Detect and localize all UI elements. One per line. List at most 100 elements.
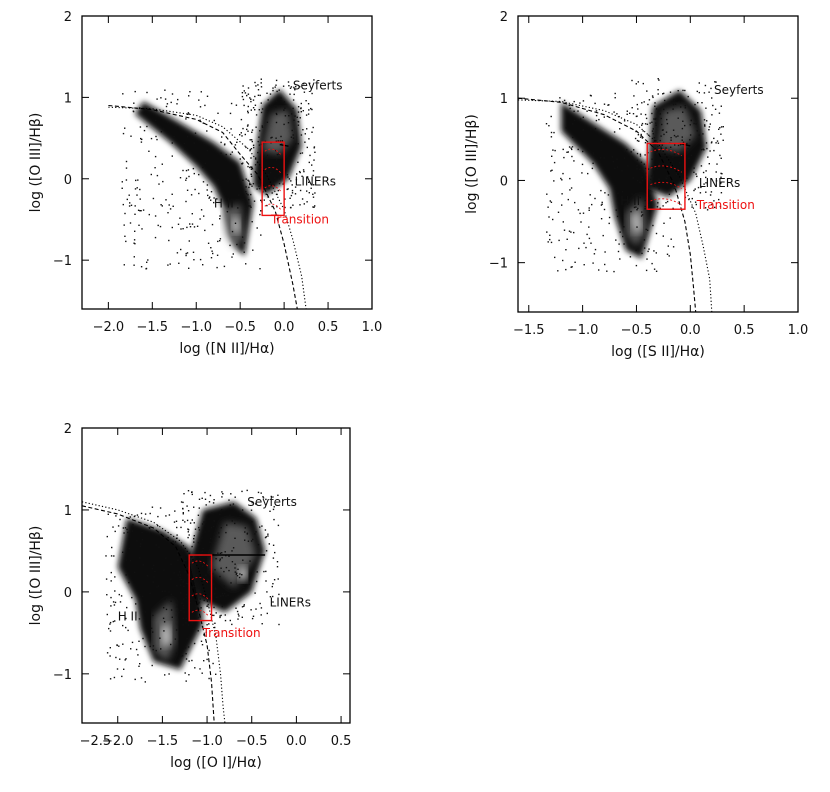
scatter-point [188,113,190,115]
scatter-point [193,535,195,537]
scatter-point [241,163,243,165]
scatter-point [237,207,239,209]
scatter-point [263,199,265,201]
scatter-point [260,614,262,616]
x-tick-label: −0.5 [224,320,256,335]
scatter-point [651,206,653,209]
scatter-point [708,91,710,93]
scatter-point [260,607,263,609]
scatter-point [697,102,699,104]
scatter-point [234,496,236,498]
scatter-point [645,172,647,174]
scatter-point [666,118,668,121]
scatter-point [165,557,167,559]
scatter-point [186,189,189,191]
scatter-point [182,581,184,583]
scatter-point [303,83,305,85]
scatter-point [681,127,684,130]
scatter-point [259,94,261,97]
scatter-point [646,123,649,125]
scatter-point [635,264,638,267]
scatter-point [709,123,711,125]
scatter-point [106,613,108,616]
scatter-point [261,623,263,625]
scatter-point [275,140,277,142]
scatter-point [314,205,316,207]
scatter-point [196,573,198,576]
scatter-point [226,211,229,213]
scatter-point [652,184,654,187]
scatter-point [184,571,186,573]
scatter-point [297,143,299,145]
scatter-point [659,207,661,209]
x-ticks: −2.0 −1.5 −1.0 −0.5 0.0 0.5−2.5 [80,428,351,749]
scatter-point [208,530,210,532]
scatter-point [179,592,182,594]
scatter-point [112,601,115,603]
scatter-point [194,132,197,134]
scatter-point [313,146,316,148]
scatter-point [260,210,262,212]
scatter-point [260,78,262,80]
scatter-point [212,573,214,575]
transition-contour [191,560,210,568]
scatter-point [152,564,155,567]
scatter-point [303,203,305,205]
scatter-point [651,121,653,123]
scatter-point [122,624,124,627]
scatter-point [275,112,278,115]
scatter-point [651,262,653,265]
scatter-point [193,506,195,508]
x-axis-label: log ([O I]/Hα) [170,755,262,771]
scatter-point [241,616,243,618]
scatter-point [561,193,563,195]
scatter-point [297,106,300,108]
scatter-point [594,248,597,251]
scatter-point [247,130,249,132]
scatter-point [643,101,645,103]
scatter-point [308,82,311,84]
scatter-point [313,206,315,208]
scatter-point [297,161,299,163]
scatter-point [137,179,139,181]
scatter-point [127,629,129,632]
scatter-point [186,226,188,229]
scatter-point [655,122,657,124]
scatter-point [719,154,721,157]
scatter-point [275,100,278,102]
scatter-point [644,205,646,208]
scatter-point [177,545,179,548]
x-tick-label: 0.5 [734,323,755,338]
scatter-point [299,189,302,192]
scatter-point [312,193,314,195]
scatter-point [249,149,251,151]
scatter-point [248,583,250,586]
scatter-point [655,140,657,142]
scatter-point [219,615,221,617]
scatter-point [251,140,253,143]
scatter-point [571,123,574,125]
scatter-point [247,110,249,112]
scatter-point [220,510,222,512]
scatter-point [237,618,239,620]
scatter-point [122,527,125,529]
scatter-point [276,159,278,161]
scatter-point [252,144,255,146]
scatter-point [642,82,644,85]
scatter-point [614,92,616,95]
scatter-point [644,199,646,202]
scatter-point [694,103,696,106]
scatter-point [636,226,638,228]
scatter-point [668,193,671,195]
scatter-point [220,527,222,529]
scatter-point [159,637,161,639]
scatter-point [626,149,628,151]
scatter-point [635,249,637,252]
density-hii-peak [160,623,172,648]
annotation-transition: Transition [696,198,755,212]
scatter-point [274,177,276,179]
scatter-point [607,194,610,196]
scatter-point [170,563,172,566]
scatter-point [714,206,716,209]
scatter-point [191,659,193,662]
